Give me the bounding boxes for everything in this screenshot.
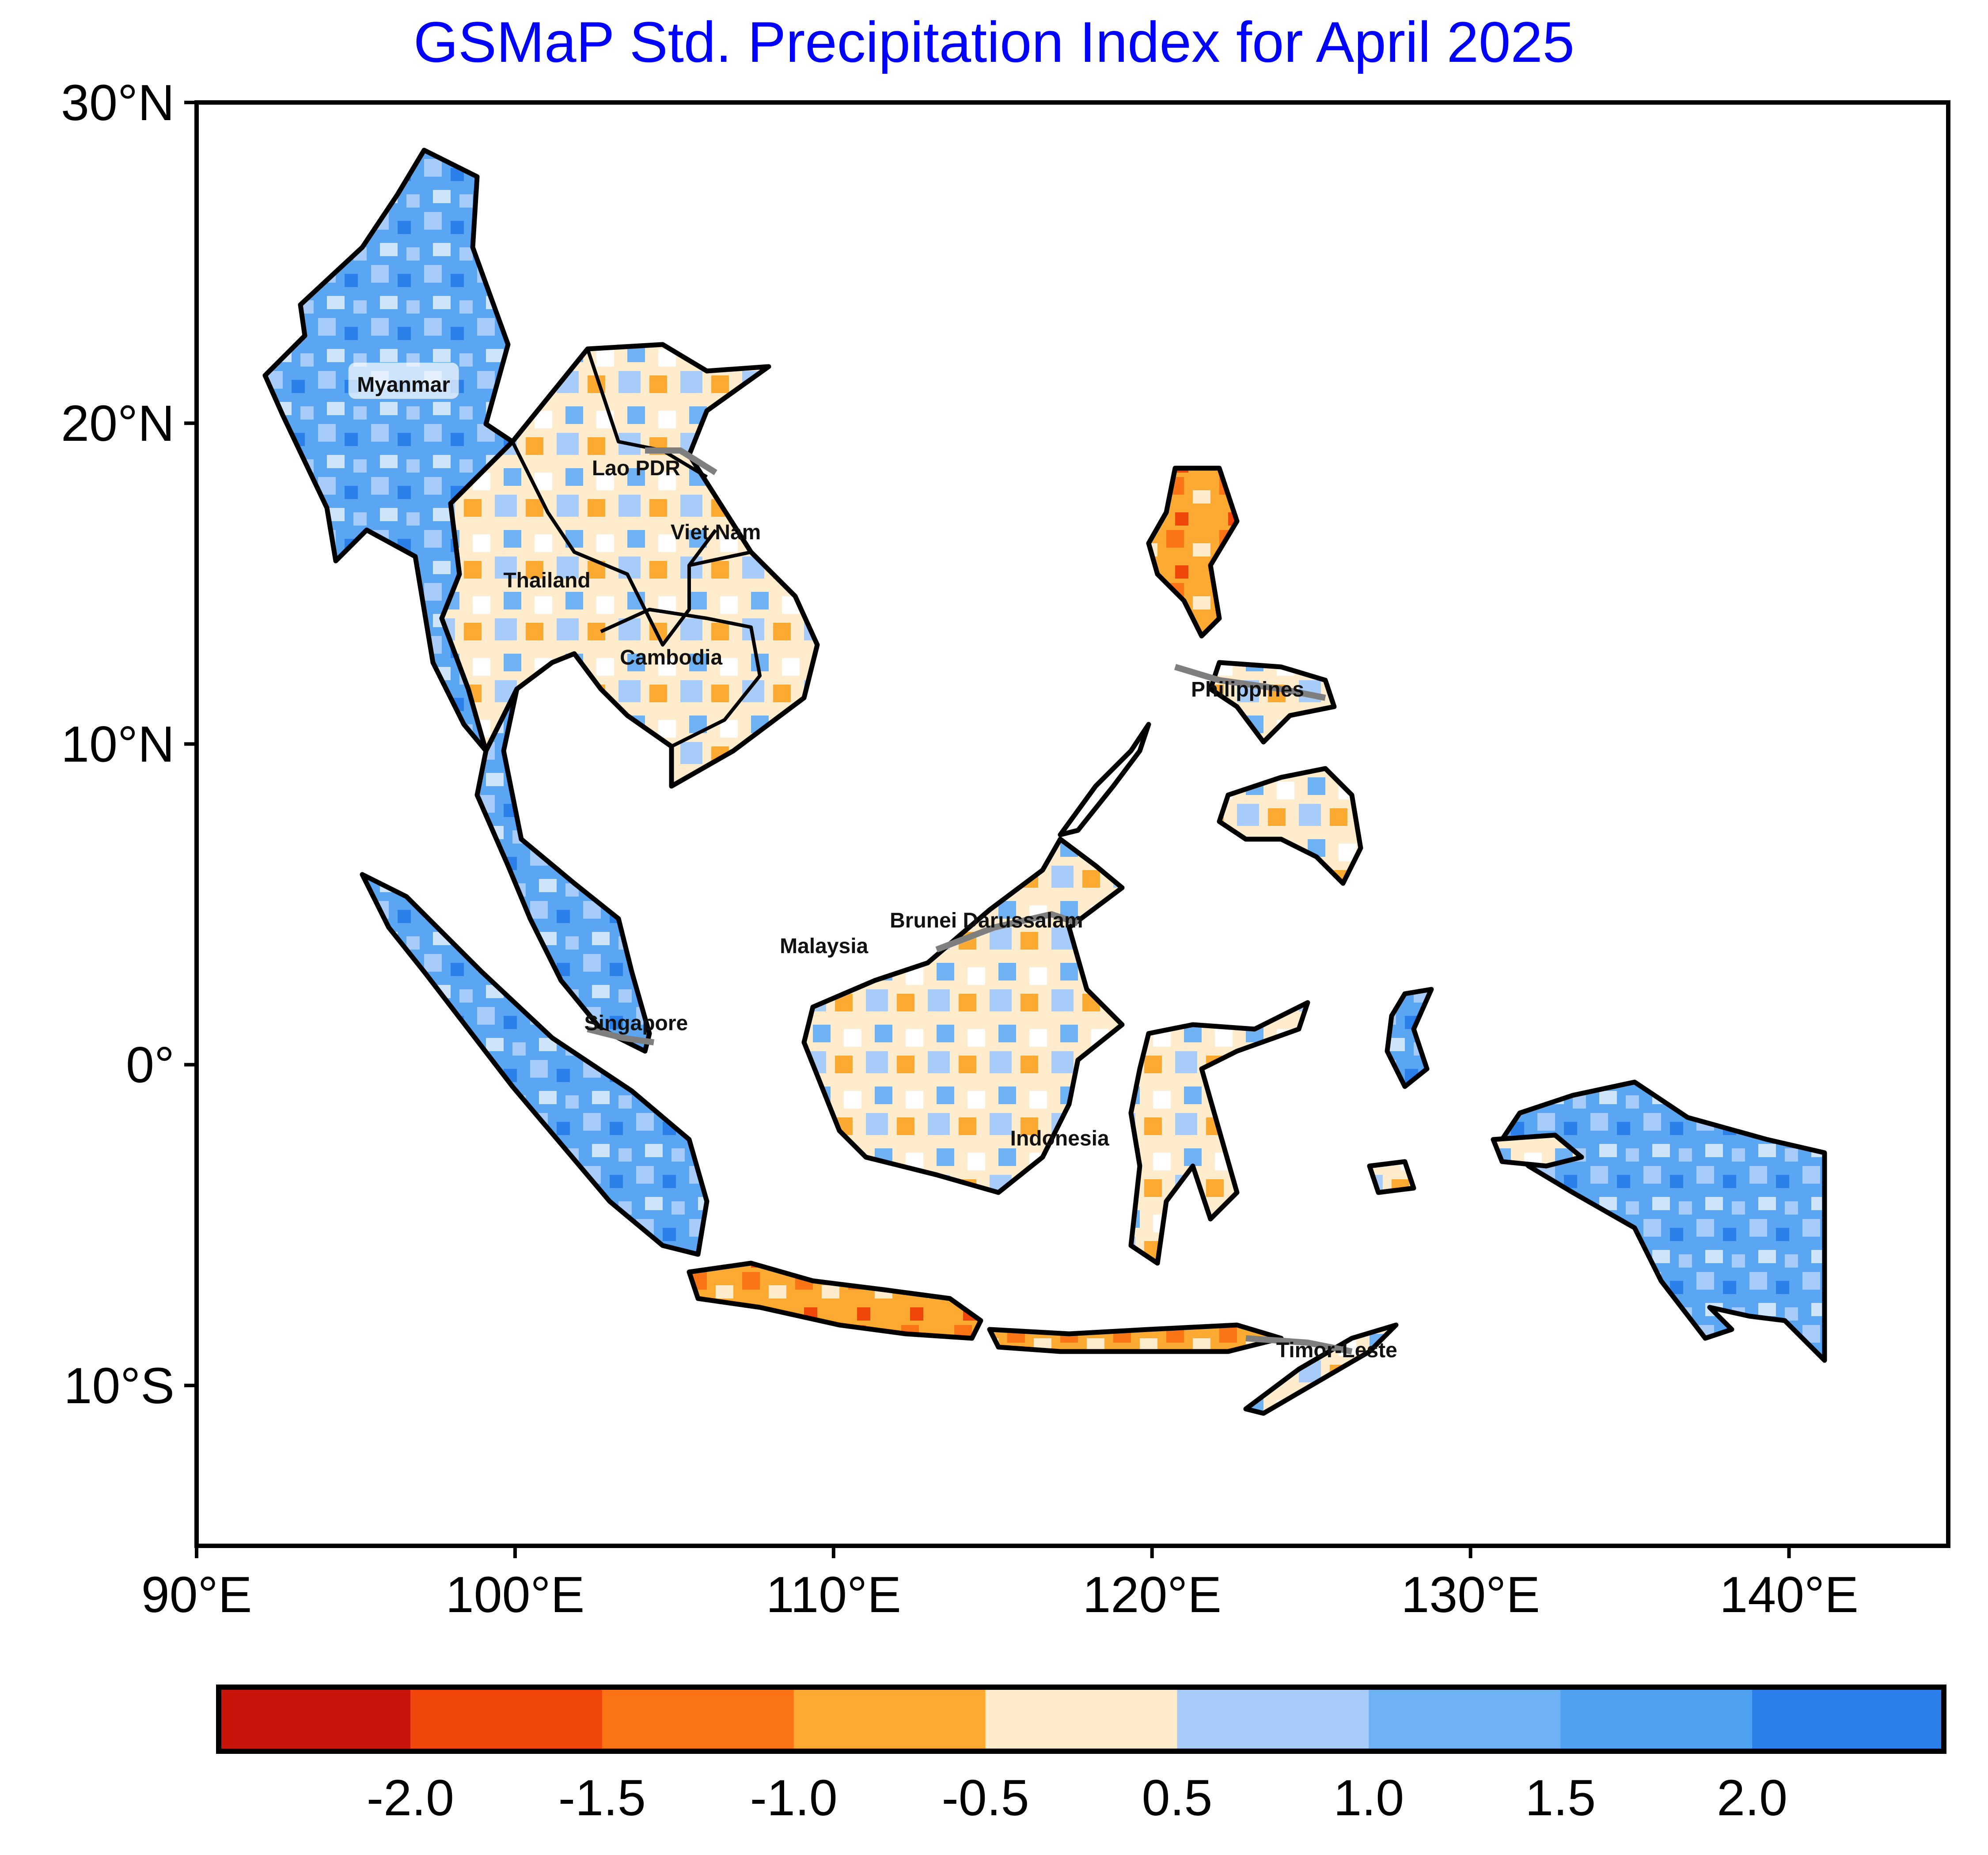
border-grey-singapore [587, 1026, 654, 1045]
lon-tick-label: 90°E [141, 1567, 252, 1623]
country-labels: Myanmar Lao PDR Viet Nam Thailand Cambodia Ph… [348, 363, 1397, 1362]
lon-tick-label: 100°E [446, 1567, 585, 1623]
colorbar-label: -1.0 [750, 1770, 838, 1826]
land-palawan [1058, 722, 1151, 837]
land-luzon [1146, 466, 1240, 639]
lon-tick-label: 120°E [1082, 1567, 1222, 1623]
land-myanmar [262, 148, 515, 753]
country-label: Viet Nam [671, 521, 761, 544]
lat-tick-label: 0° [126, 1037, 175, 1094]
lon-tick-label: 130°E [1401, 1567, 1540, 1623]
land-mindanao [1217, 766, 1363, 886]
border-lines [511, 348, 762, 748]
land-new-guinea [1499, 1079, 1827, 1363]
border-grey-philippines [1174, 664, 1326, 701]
country-label: Timor-Leste [1276, 1339, 1397, 1362]
colorbar-label: 2.0 [1717, 1770, 1787, 1826]
map-title: GSMaP Std. Precipitation Index for April… [414, 10, 1574, 74]
lon-tick-label: 140°E [1719, 1567, 1859, 1623]
land-indochina [439, 342, 820, 789]
land-sumatra [360, 872, 709, 1257]
longitude-ticks: 90°E 100°E 110°E 120°E 130°E 140°E [141, 1546, 1859, 1623]
border-grey-borneo [935, 911, 1079, 953]
colorbar [216, 1685, 1946, 1754]
colorbar-segment [793, 1687, 986, 1751]
country-label: Indonesia [1010, 1127, 1109, 1151]
country-label: Singapore [584, 1011, 688, 1035]
colorbar-frame [216, 1685, 1946, 1754]
colorbar-segment [1369, 1687, 1561, 1751]
country-label-box [348, 363, 459, 399]
colorbar-segment [985, 1687, 1178, 1751]
lat-tick-label: 10°S [64, 1358, 175, 1414]
colorbar-label: -0.5 [941, 1770, 1029, 1826]
colorbar-segment [1177, 1687, 1370, 1751]
colorbar-label: 0.5 [1142, 1770, 1213, 1826]
border-grey-laos-vietnam [645, 447, 717, 475]
lat-tick-label: 10°N [61, 716, 175, 772]
colorbar-segment [219, 1687, 411, 1751]
colorbar-segment [1752, 1687, 1944, 1751]
land-timor [1243, 1322, 1399, 1416]
country-borders [511, 348, 1353, 1355]
land-masses [262, 148, 1827, 1416]
country-label: Philippines [1191, 678, 1304, 701]
colorbar-label: 1.5 [1525, 1770, 1596, 1826]
country-label: Malaysia [780, 935, 868, 958]
colorbar-segment [1560, 1687, 1753, 1751]
land-seram [1491, 1132, 1584, 1169]
lat-tick-label: 20°N [61, 395, 175, 452]
land-sulawesi [1128, 1000, 1310, 1266]
country-label: Myanmar [357, 373, 450, 397]
land-malay-peninsula [474, 686, 652, 1054]
colorbar-segment [602, 1687, 794, 1751]
country-label: Cambodia [620, 646, 722, 669]
land-java [687, 1261, 983, 1341]
colorbar-label: -2.0 [367, 1770, 454, 1826]
land-buru [1367, 1159, 1416, 1195]
land-lesser-sunda [987, 1322, 1284, 1354]
colorbar-label: -1.5 [558, 1770, 646, 1826]
land-borneo [801, 837, 1125, 1195]
lon-tick-label: 110°E [766, 1567, 901, 1623]
lat-tick-label: 30°N [61, 75, 175, 131]
colorbar-label: 1.0 [1333, 1770, 1404, 1826]
country-label: Thailand [503, 569, 590, 592]
colorbar-segment [410, 1687, 603, 1751]
map-frame [194, 100, 1950, 1548]
land-halmahera [1385, 987, 1434, 1089]
country-label: Lao PDR [592, 457, 680, 480]
border-grey-timor [1245, 1335, 1353, 1355]
land-visayas [1208, 660, 1337, 745]
colorbar-labels: -2.0 -1.5 -1.0 -0.5 0.5 1.0 1.5 2.0 [367, 1770, 1787, 1826]
country-label: Brunei Darussalam [890, 909, 1083, 932]
latitude-ticks: 30°N 20°N 10°N 0° 10°S [61, 75, 197, 1414]
